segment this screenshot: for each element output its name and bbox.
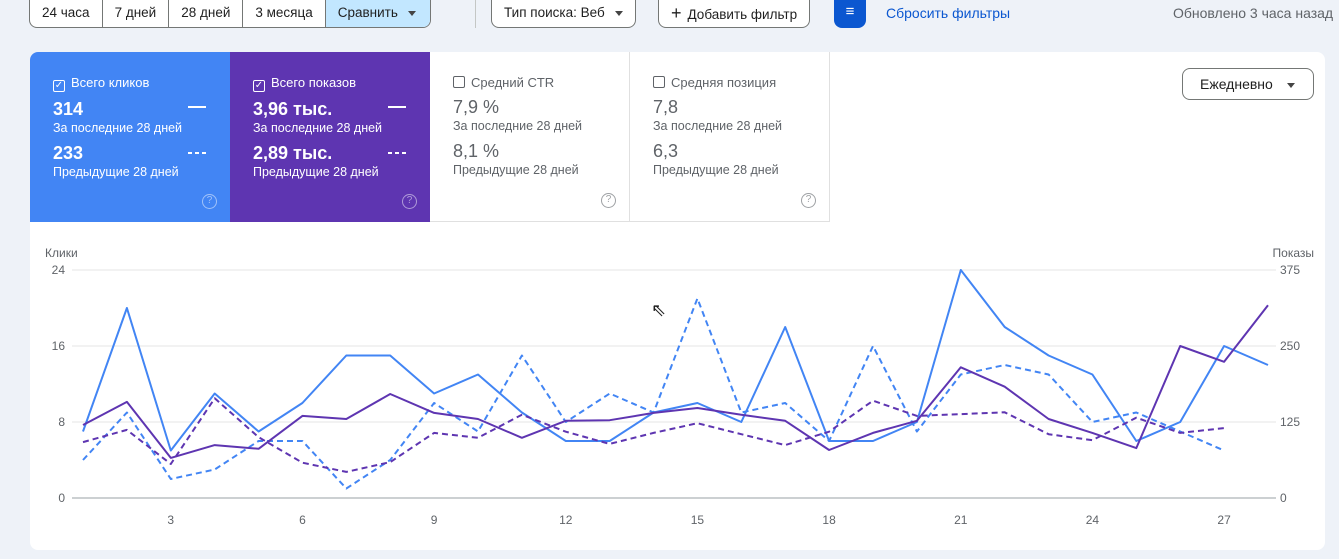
- metric-previous-value: 6,3: [653, 141, 679, 161]
- x-tick: 12: [559, 513, 573, 527]
- add-filter-button[interactable]: + Добавить фильтр: [658, 0, 811, 28]
- x-tick: 9: [431, 513, 438, 527]
- impressions-current-line: [82, 304, 1269, 459]
- metric-current-value: 314: [53, 99, 84, 119]
- search-type-dropdown[interactable]: Тип поиска: Веб: [491, 0, 636, 28]
- compare-label: Сравнить: [337, 5, 398, 20]
- metric-ctr[interactable]: Средний CTR 7,9 % За последние 28 дней 8…: [430, 52, 630, 222]
- x-tick: 21: [954, 513, 968, 527]
- dashed-line-legend-icon: [188, 152, 206, 154]
- help-icon[interactable]: ?: [402, 194, 417, 209]
- checkbox-checked-icon[interactable]: ✓: [253, 80, 265, 92]
- checkbox-unchecked-icon[interactable]: [653, 76, 665, 88]
- range-28d[interactable]: 28 дней: [169, 0, 244, 27]
- metric-current-label: За последние 28 дней: [453, 119, 583, 133]
- metric-current-label: За последние 28 дней: [653, 119, 783, 133]
- x-tick: 3: [167, 513, 174, 527]
- metric-previous-label: Предыдущие 28 дней: [453, 163, 579, 177]
- x-tick: 24: [1086, 513, 1100, 527]
- metric-clicks[interactable]: ✓ Всего кликов 314 За последние 28 дней 2…: [30, 52, 230, 222]
- compare-button[interactable]: Сравнить: [325, 0, 430, 27]
- metric-previous-value: 2,89 тыс.: [253, 143, 333, 163]
- updated-status: Обновлено 3 часа назад: [1173, 5, 1334, 21]
- range-24h[interactable]: 24 часа: [30, 0, 103, 27]
- metric-label: Средний CTR: [471, 75, 555, 90]
- y-axis-left-label: Клики: [45, 246, 78, 260]
- checkbox-unchecked-icon[interactable]: [453, 76, 465, 88]
- y-tick-left: 8: [58, 415, 65, 429]
- x-tick: 18: [822, 513, 836, 527]
- help-icon[interactable]: ?: [801, 193, 816, 208]
- chevron-down-icon: [407, 10, 416, 16]
- metric-previous-label: Предыдущие 28 дней: [53, 165, 179, 179]
- help-icon[interactable]: ?: [601, 193, 616, 208]
- metric-current-value: 7,8: [653, 97, 679, 117]
- metric-previous-label: Предыдущие 28 дней: [253, 165, 379, 179]
- granularity-label: Ежедневно: [1200, 76, 1273, 92]
- metric-label: Всего кликов: [71, 75, 150, 90]
- y-tick-left: 16: [52, 339, 66, 353]
- range-7d[interactable]: 7 дней: [103, 0, 170, 27]
- metric-previous-value: 8,1 %: [453, 141, 500, 161]
- help-icon[interactable]: ?: [202, 194, 217, 209]
- metric-current-value: 3,96 тыс.: [253, 99, 333, 119]
- x-tick: 15: [691, 513, 705, 527]
- y-tick-right: 125: [1280, 415, 1300, 429]
- metric-impressions[interactable]: ✓ Всего показов 3,96 тыс. За последние 28…: [230, 52, 430, 222]
- y-tick-left: 24: [52, 263, 66, 277]
- chevron-down-icon: [1286, 82, 1295, 88]
- x-tick: 27: [1217, 513, 1231, 527]
- y-tick-right: 250: [1280, 339, 1300, 353]
- y-tick-right: 0: [1280, 491, 1287, 505]
- clicks-current-line: [82, 269, 1269, 452]
- checkbox-checked-icon[interactable]: ✓: [53, 80, 65, 92]
- metric-previous-label: Предыдущие 28 дней: [653, 163, 779, 177]
- x-tick: 6: [299, 513, 306, 527]
- metric-label: Средняя позиция: [671, 75, 777, 90]
- metric-current-value: 7,9 %: [453, 97, 500, 117]
- metric-position[interactable]: Средняя позиция 7,8 За последние 28 дней…: [630, 52, 830, 222]
- search-type-label: Тип поиска: Веб: [504, 5, 605, 20]
- mouse-cursor-icon: ⇖: [651, 300, 667, 320]
- y-tick-left: 0: [58, 491, 65, 505]
- metric-previous-value: 233: [53, 143, 84, 163]
- dashed-line-legend-icon: [388, 152, 406, 154]
- filter-settings-button[interactable]: ≡: [834, 0, 866, 28]
- divider: [475, 0, 476, 28]
- plus-icon: +: [671, 3, 682, 23]
- impressions-previous-line: [82, 397, 1225, 473]
- clicks-previous-line: [82, 297, 1225, 490]
- y-axis-right-label: Показы: [1273, 246, 1314, 260]
- y-tick-right: 375: [1280, 263, 1300, 277]
- filter-sparkle-icon: ≡: [845, 3, 855, 20]
- metric-current-label: За последние 28 дней: [53, 121, 183, 135]
- date-range-selector: 24 часа 7 дней 28 дней 3 месяца Сравнить: [29, 0, 431, 28]
- add-filter-label: Добавить фильтр: [687, 7, 798, 22]
- solid-line-legend-icon: [188, 106, 206, 108]
- range-3m[interactable]: 3 месяца: [243, 0, 326, 27]
- metric-current-label: За последние 28 дней: [253, 121, 383, 135]
- reset-filters-link[interactable]: Сбросить фильтры: [886, 5, 1011, 21]
- metric-label: Всего показов: [271, 75, 356, 90]
- granularity-dropdown[interactable]: Ежедневно: [1182, 68, 1314, 100]
- solid-line-legend-icon: [388, 106, 406, 108]
- chevron-down-icon: [614, 10, 623, 16]
